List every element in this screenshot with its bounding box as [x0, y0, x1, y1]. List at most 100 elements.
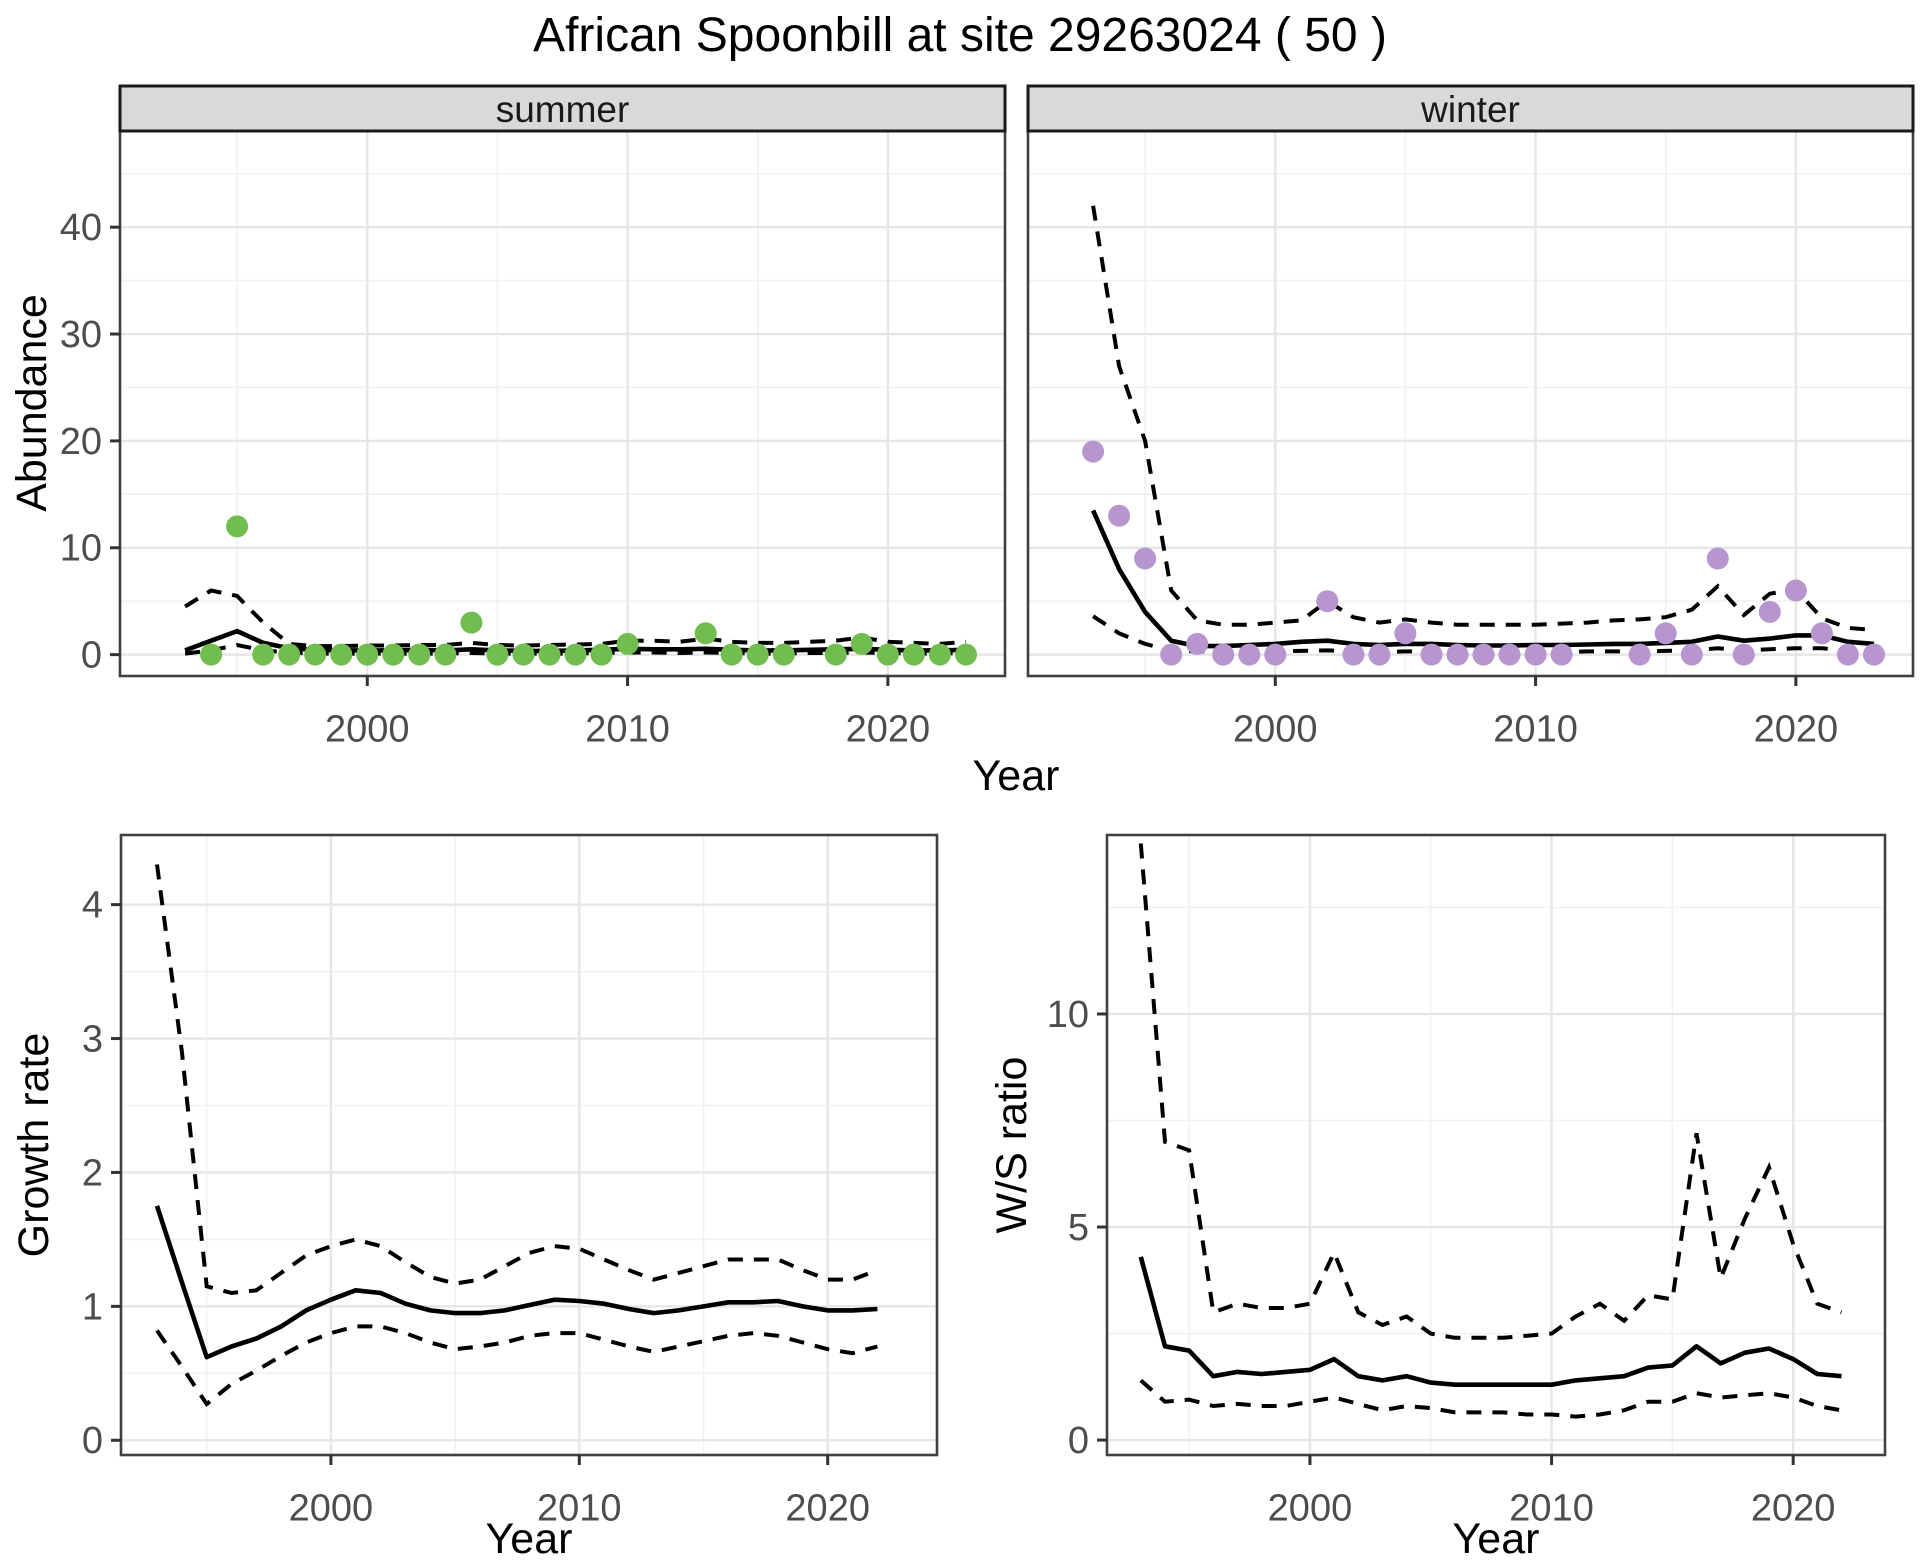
- panel-lines: [1082, 205, 1885, 666]
- median-line: [154, 1205, 878, 1360]
- data-point: [850, 632, 873, 655]
- data-point: [538, 643, 561, 666]
- x-tick-label: 2000: [289, 1487, 374, 1529]
- data-point: [694, 622, 717, 645]
- data-point: [1654, 622, 1677, 645]
- y-axis-title-growth: Growth rate: [10, 1033, 58, 1258]
- data-point: [486, 643, 509, 666]
- y-tick-label: 30: [60, 314, 102, 356]
- data-point: [1680, 643, 1703, 666]
- facet-strip-label: summer: [496, 89, 630, 130]
- data-point: [746, 643, 769, 666]
- data-point: [1784, 579, 1807, 602]
- data-point: [1394, 622, 1417, 645]
- y-tick-label: 20: [60, 421, 102, 463]
- y-tick-label: 3: [82, 1018, 103, 1060]
- data-point: [434, 643, 457, 666]
- data-point: [330, 643, 353, 666]
- data-point: [1524, 643, 1547, 666]
- panel-background: [121, 835, 937, 1455]
- data-point: [278, 643, 301, 666]
- data-point: [1082, 440, 1105, 463]
- panel-lines: [154, 864, 879, 1408]
- ci-upper-line: [1091, 205, 1875, 632]
- data-point: [1134, 547, 1157, 570]
- data-point: [1758, 600, 1781, 623]
- panel-ws-ratio: 2000 2010 2020 0 5 10: [1047, 833, 1887, 1529]
- data-point: [1863, 643, 1885, 666]
- data-point: [564, 643, 587, 666]
- y-tick-label: 1: [82, 1286, 103, 1328]
- data-point: [1316, 590, 1339, 613]
- data-point: [928, 643, 951, 666]
- data-point: [1472, 643, 1495, 666]
- data-point: [356, 643, 379, 666]
- data-point: [1446, 643, 1469, 666]
- data-point: [1836, 643, 1859, 666]
- facet-strip: [1026, 84, 1915, 133]
- panel-abundance-winter: 2000 2010 2020 winter: [1026, 84, 1915, 750]
- data-point: [1498, 643, 1521, 666]
- y-tick-label: 0: [81, 635, 102, 677]
- ci-upper-line: [155, 864, 879, 1296]
- x-tick-label: 2020: [1754, 708, 1839, 750]
- ci-lower-line: [155, 1324, 878, 1408]
- x-axis-title-top: Year: [973, 752, 1060, 800]
- data-point: [1550, 643, 1573, 666]
- data-point: [1628, 643, 1651, 666]
- data-point: [824, 643, 847, 666]
- panel-lines: [1138, 843, 1843, 1419]
- x-axis-title-growth: Year: [486, 1515, 573, 1560]
- y-tick-label: 0: [82, 1420, 103, 1462]
- data-point: [955, 643, 977, 666]
- data-point: [1212, 643, 1235, 666]
- ci-lower-line: [1139, 1378, 1842, 1419]
- data-point: [616, 632, 639, 655]
- x-axis-title-ws: Year: [1453, 1515, 1540, 1560]
- x-tick-label: 2010: [537, 1487, 622, 1529]
- facet-strip: [118, 84, 1007, 133]
- data-point: [876, 643, 899, 666]
- page-title: African Spoonbill at site 29263024 ( 50 …: [533, 9, 1387, 62]
- panel-background: [120, 131, 1005, 676]
- data-point: [590, 643, 613, 666]
- data-point: [1108, 504, 1131, 527]
- median-line: [1138, 1256, 1842, 1387]
- y-tick-label: 0: [1068, 1420, 1089, 1462]
- y-axis-title-ws: W/S ratio: [988, 1057, 1036, 1234]
- data-point: [1238, 643, 1261, 666]
- panel-background: [1107, 835, 1885, 1455]
- data-point: [1706, 547, 1729, 570]
- panel-background: [1028, 131, 1913, 676]
- x-tick-label: 2010: [585, 708, 670, 750]
- x-tick-label: 2010: [1493, 708, 1578, 750]
- x-tick-label: 2020: [846, 708, 931, 750]
- ci-upper-line: [1138, 843, 1843, 1340]
- x-tick-label: 2020: [1751, 1487, 1836, 1529]
- data-point: [252, 643, 275, 666]
- y-tick-label: 10: [60, 528, 102, 570]
- x-tick-label: 2000: [1233, 708, 1318, 750]
- panel-border: [119, 833, 939, 1457]
- data-point: [1264, 643, 1287, 666]
- data-point: [408, 643, 431, 666]
- data-point: [720, 643, 743, 666]
- data-point: [1186, 632, 1209, 655]
- data-point: [460, 611, 483, 634]
- facet-strip-label: winter: [1420, 89, 1520, 130]
- panel-border: [1105, 833, 1887, 1457]
- y-tick-label: 4: [82, 885, 103, 927]
- data-point: [1342, 643, 1365, 666]
- data-point: [1420, 643, 1443, 666]
- data-point: [1732, 643, 1755, 666]
- data-point: [772, 643, 795, 666]
- panel-lines: [184, 515, 977, 666]
- data-point: [382, 643, 405, 666]
- y-axis-title-abundance: Abundance: [8, 294, 56, 512]
- y-tick-label: 5: [1068, 1207, 1089, 1249]
- panel-growth-rate: 2000 2010 2020 0 1 2 3 4: [82, 833, 939, 1529]
- data-point: [1368, 643, 1391, 666]
- panel-abundance-summer: 2000 2010 2020 0 10 20 30 40 summer: [60, 84, 1007, 750]
- y-tick-label: 2: [82, 1152, 103, 1194]
